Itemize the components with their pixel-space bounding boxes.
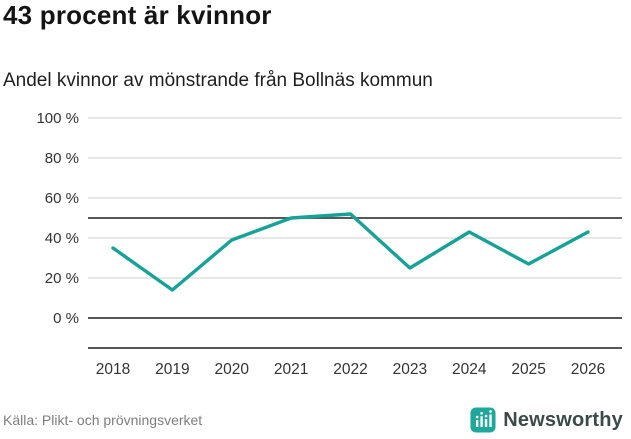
newsworthy-chart-icon	[470, 407, 496, 433]
newsworthy-logo[interactable]: Newsworthy	[470, 407, 623, 433]
x-tick-label: 2025	[511, 361, 545, 378]
data-line	[111, 212, 590, 292]
y-tick-label: 40 %	[45, 230, 79, 247]
line-chart-container: 0 % 20 % 40 % 60 % 80 % 100 % 2018 2019 2020 2021…	[0, 100, 631, 392]
y-tick-label: 80 %	[45, 150, 79, 167]
x-tick-label: 2023	[393, 361, 427, 378]
x-tick-label: 2018	[96, 361, 130, 378]
page-title: 43 procent är kvinnor	[3, 0, 272, 30]
chart-subtitle: Andel kvinnor av mönstrande från Bollnäs…	[3, 70, 433, 91]
y-tick-label: 20 %	[45, 270, 79, 287]
x-tick-label: 2020	[215, 361, 250, 378]
line-chart: 0 % 20 % 40 % 60 % 80 % 100 % 2018 2019 2020 2021…	[36, 110, 622, 378]
x-tick-label: 2026	[571, 361, 605, 378]
y-tick-label: 100 %	[36, 110, 79, 127]
y-tick-label: 60 %	[45, 190, 79, 207]
source-note: Källa: Plikt- och prövningsverket	[3, 412, 203, 428]
x-tick-label: 2021	[274, 361, 308, 378]
y-tick-label: 0 %	[53, 310, 79, 327]
x-tick-label: 2024	[452, 361, 487, 378]
x-tick-label: 2019	[155, 361, 189, 378]
newsworthy-wordmark: Newsworthy	[503, 408, 623, 431]
footer: Källa: Plikt- och prövningsverket Newswo…	[3, 407, 623, 433]
x-tick-label: 2022	[333, 361, 367, 378]
